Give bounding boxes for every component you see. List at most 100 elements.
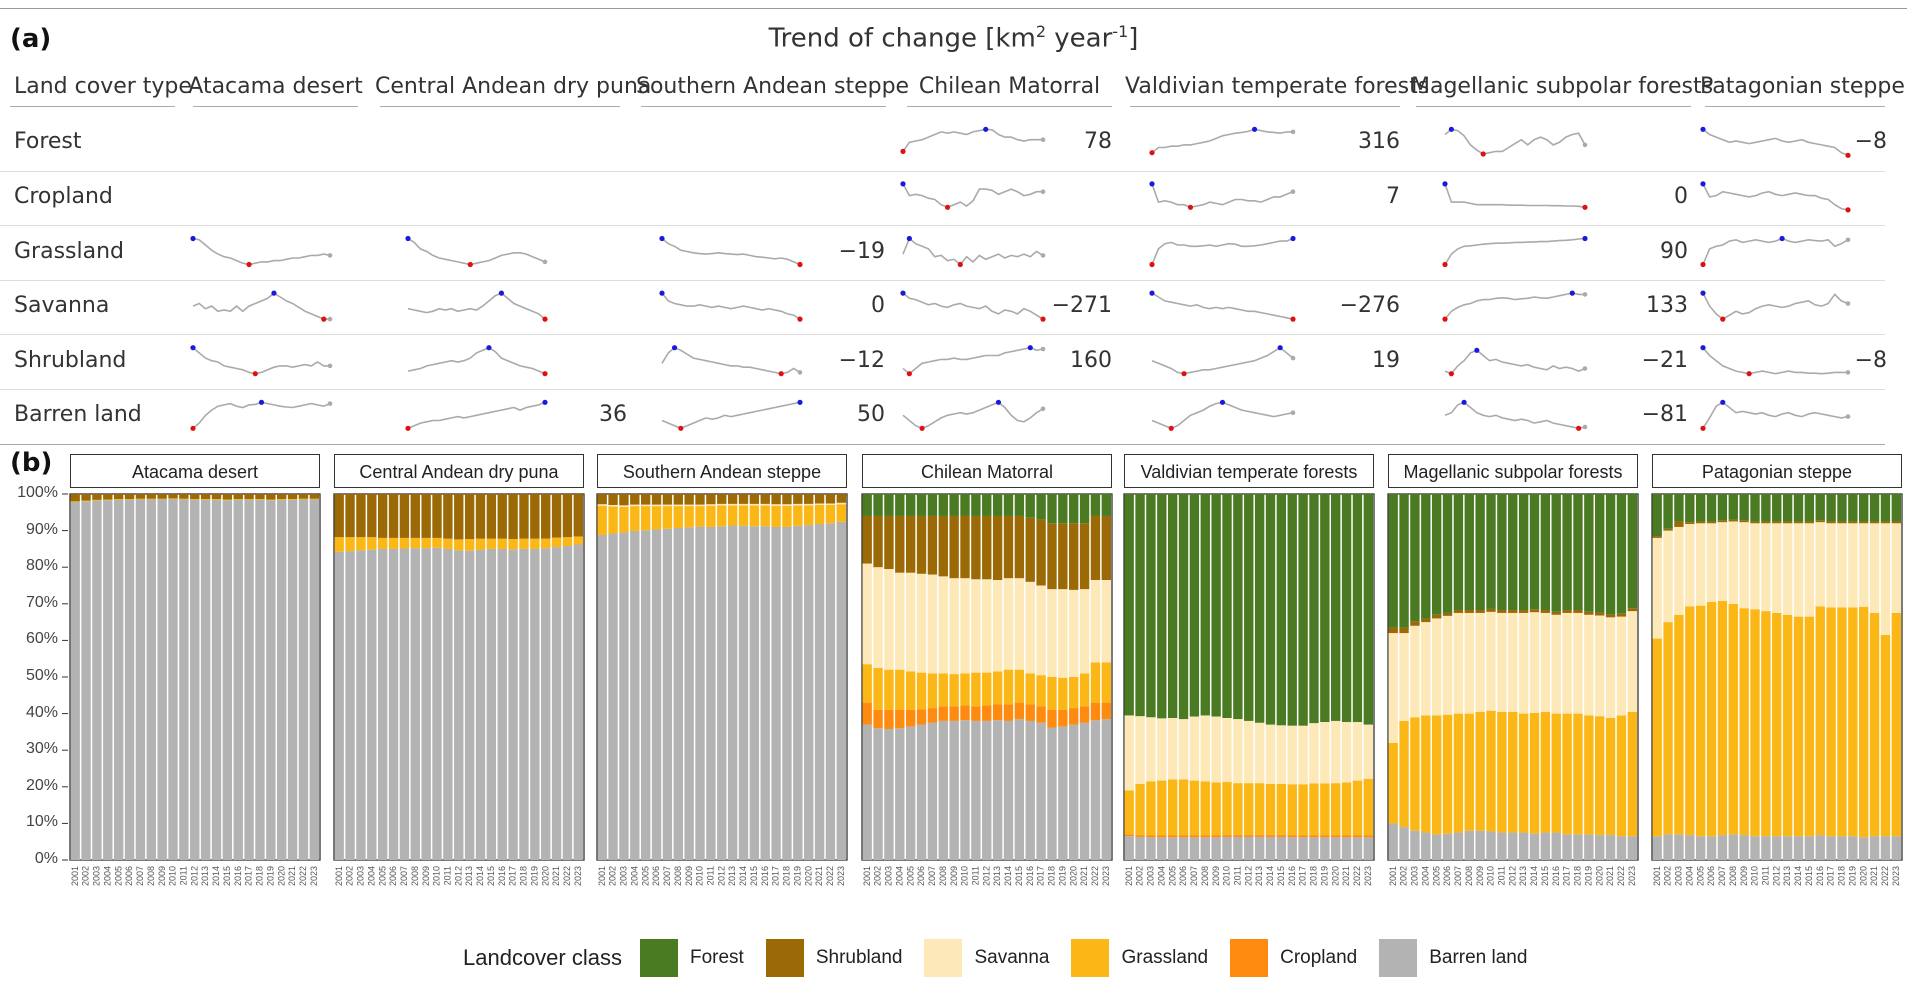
legend: Landcover class Forest Shrubland Savanna Gr… xyxy=(463,938,1549,978)
x-tick-label: 2016 xyxy=(1025,866,1035,886)
x-tick-label: 2016 xyxy=(760,866,770,886)
bar-segment-shrubland xyxy=(1782,521,1793,524)
x-tick-label: 2014 xyxy=(211,866,221,886)
bar-segment-grassland xyxy=(497,538,507,549)
bar-segment-forest xyxy=(884,494,894,516)
bar-segment-shrubland xyxy=(1804,521,1815,524)
x-tick-label: 2010 xyxy=(1750,866,1760,886)
bar-segment-shrubland xyxy=(651,494,662,505)
bar-segment-barren-land xyxy=(706,526,716,860)
bar-segment-savanna xyxy=(1761,523,1771,612)
bar-segment-grassland xyxy=(1573,713,1583,835)
x-tick-label: 2009 xyxy=(1475,866,1485,886)
bar-segment-savanna xyxy=(836,502,846,505)
bar-segment-barren-land xyxy=(1891,836,1901,860)
bar-segment-grassland xyxy=(971,672,981,707)
x-tick-label: 2018 xyxy=(1047,866,1057,886)
bar-segment-barren-land xyxy=(266,500,276,860)
bar-segment-barren-land xyxy=(1706,836,1717,860)
bar-segment-savanna xyxy=(1627,611,1637,712)
sparkline-barren-land-southern-andean-steppe xyxy=(661,401,801,430)
bar-segment-savanna xyxy=(1540,612,1551,712)
bar-segment-shrubland xyxy=(630,494,640,505)
bar-segment-barren-land xyxy=(277,499,287,860)
bar-segment-forest xyxy=(1079,494,1090,524)
trend-value-forest-patagonian-steppe: −8 xyxy=(1854,129,1887,155)
bar-segment-grassland xyxy=(475,538,486,550)
bar-segment-shrubland xyxy=(905,515,916,573)
bar-segment-savanna xyxy=(1157,718,1167,781)
sparkline-min-point xyxy=(1187,204,1194,210)
bar-segment-forest xyxy=(1320,494,1330,723)
x-tick-label: 2001 xyxy=(1124,866,1134,886)
bar-segment-shrubland xyxy=(573,494,583,537)
x-tick-label: 2009 xyxy=(1211,866,1221,886)
legend-items: Forest Shrubland Savanna Grassland Cropland B… xyxy=(639,939,1549,977)
bar-segment-barren-land xyxy=(255,499,265,860)
bar-segment-barren-land xyxy=(1475,830,1485,860)
bar-segment-barren-land xyxy=(103,500,113,860)
bar-segment-shrubland xyxy=(179,494,189,499)
trend-value-grassland-southern-andean-steppe: −19 xyxy=(838,238,885,264)
bar-segment-savanna xyxy=(1431,618,1442,716)
bar-segment-shrubland xyxy=(1728,519,1738,522)
bar-segment-forest xyxy=(1101,494,1111,516)
bar-segment-savanna xyxy=(1652,537,1662,639)
bar-segment-grassland xyxy=(1584,715,1594,835)
bar-segment-barren-land xyxy=(1211,837,1221,860)
header-patagonian-steppe: Patagonian steppe xyxy=(1700,74,1905,99)
bar-segment-forest xyxy=(1399,494,1409,628)
bar-segment-forest xyxy=(1298,494,1308,726)
bar-segment-shrubland xyxy=(1025,517,1035,582)
bar-segment-shrubland xyxy=(771,494,781,505)
bar-segment-barren-land xyxy=(551,547,562,860)
sparkline-shrubland-central-andean-dry-puna xyxy=(407,346,546,375)
bar-segment-savanna xyxy=(814,503,825,505)
header-magellanic-subpolar-forests: Magellanic subpolar forests xyxy=(1411,74,1714,99)
x-tick-label: 2013 xyxy=(727,866,737,886)
bar-segment-savanna xyxy=(1410,625,1420,718)
bar-segment-grassland xyxy=(508,539,518,550)
bar-segment-cropland xyxy=(938,706,948,721)
bar-segment-forest xyxy=(905,494,916,516)
bar-segment-cropland xyxy=(873,709,883,729)
x-tick-label: 2020 xyxy=(1858,866,1868,886)
bar-segment-forest xyxy=(1025,494,1035,518)
x-tick-label: 2010 xyxy=(168,866,178,886)
bar-segment-grassland xyxy=(1782,614,1793,837)
bar-segment-grassland xyxy=(1475,711,1485,831)
bar-segment-barren-land xyxy=(334,551,344,860)
bar-segment-grassland xyxy=(1848,607,1858,837)
bar-segment-grassland xyxy=(190,499,200,500)
sparkline-grassland-southern-andean-steppe xyxy=(661,237,801,266)
legend-item-forest: Forest xyxy=(639,939,744,977)
bar-segment-forest xyxy=(1276,494,1287,726)
bar-segment-grassland xyxy=(1222,782,1232,836)
x-tick-label: 2015 xyxy=(1276,866,1286,886)
bar-segment-barren-land xyxy=(92,500,102,860)
bar-segment-grassland xyxy=(1025,673,1035,705)
bar-segment-cropland xyxy=(1254,835,1265,837)
bar-segment-savanna xyxy=(1265,724,1276,784)
bar-segment-shrubland xyxy=(399,494,410,538)
bar-segment-grassland xyxy=(1331,783,1341,836)
bar-segment-grassland xyxy=(949,674,959,707)
bar-segment-savanna xyxy=(1178,719,1189,780)
bar-segment-grassland xyxy=(1695,605,1706,837)
bar-segment-forest xyxy=(1772,494,1782,522)
bar-segment-savanna xyxy=(695,504,705,507)
sparkline-savanna-southern-andean-steppe xyxy=(661,292,801,320)
legend-label: Savanna xyxy=(974,947,1050,968)
row-separator xyxy=(0,443,1885,445)
bar-segment-grassland xyxy=(1540,711,1551,833)
bar-segment-forest xyxy=(1265,494,1276,725)
x-tick-label: 2019 xyxy=(529,866,539,886)
x-tick-label: 2010 xyxy=(1222,866,1232,886)
sparkline-last-point xyxy=(542,259,548,265)
bar-segment-barren-land xyxy=(70,502,80,860)
bar-segment-savanna xyxy=(804,503,814,506)
bar-segment-cropland xyxy=(1167,835,1178,838)
sparkline-last-point xyxy=(1845,237,1851,243)
sparkline-min-point xyxy=(778,371,784,377)
bar-segment-barren-land xyxy=(1663,834,1673,860)
